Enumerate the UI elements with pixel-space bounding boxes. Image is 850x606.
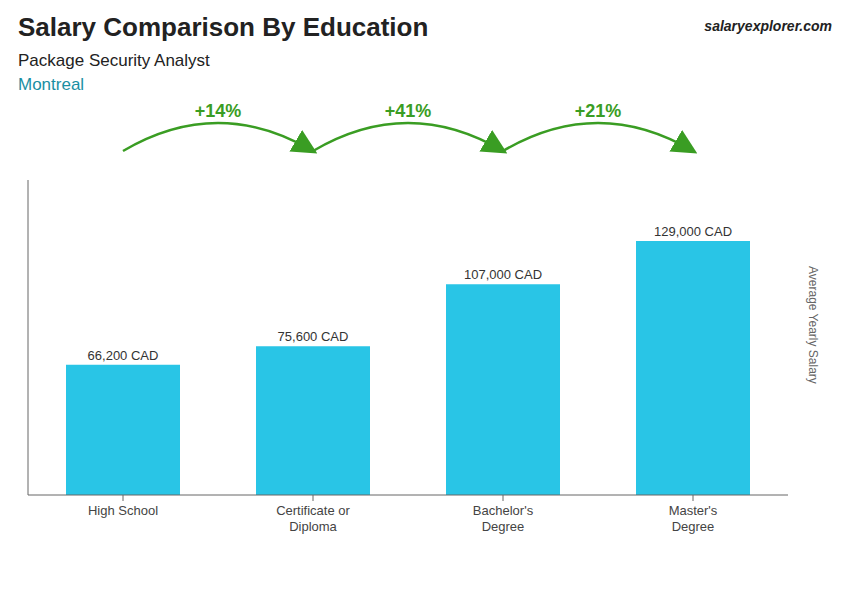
- svg-text:Bachelor'sDegree: Bachelor'sDegree: [473, 503, 534, 534]
- svg-text:+14%: +14%: [195, 101, 242, 121]
- svg-text:75,600 CAD: 75,600 CAD: [278, 329, 349, 344]
- svg-text:107,000 CAD: 107,000 CAD: [464, 267, 542, 282]
- html-text:Package Security Analyst: Package Security Analyst: [18, 51, 210, 70]
- html-text:Montreal: Montreal: [18, 75, 85, 94]
- svg-text:High School: High School: [88, 503, 158, 518]
- svg-text:+21%: +21%: [575, 101, 622, 121]
- svg-text:129,000 CAD: 129,000 CAD: [654, 224, 732, 239]
- svg-text:Certificate orDiploma: Certificate orDiploma: [276, 503, 350, 534]
- svg-text:+41%: +41%: [385, 101, 432, 121]
- html-text:Salary Comparison By Education: Salary Comparison By Education: [18, 12, 429, 42]
- svg-text:66,200 CAD: 66,200 CAD: [88, 348, 159, 363]
- svg-text:Master'sDegree: Master'sDegree: [669, 503, 718, 534]
- html-text:salaryexplorer.com: salaryexplorer.com: [704, 18, 832, 34]
- html-text:Average Yearly Salary: Average Yearly Salary: [806, 266, 820, 384]
